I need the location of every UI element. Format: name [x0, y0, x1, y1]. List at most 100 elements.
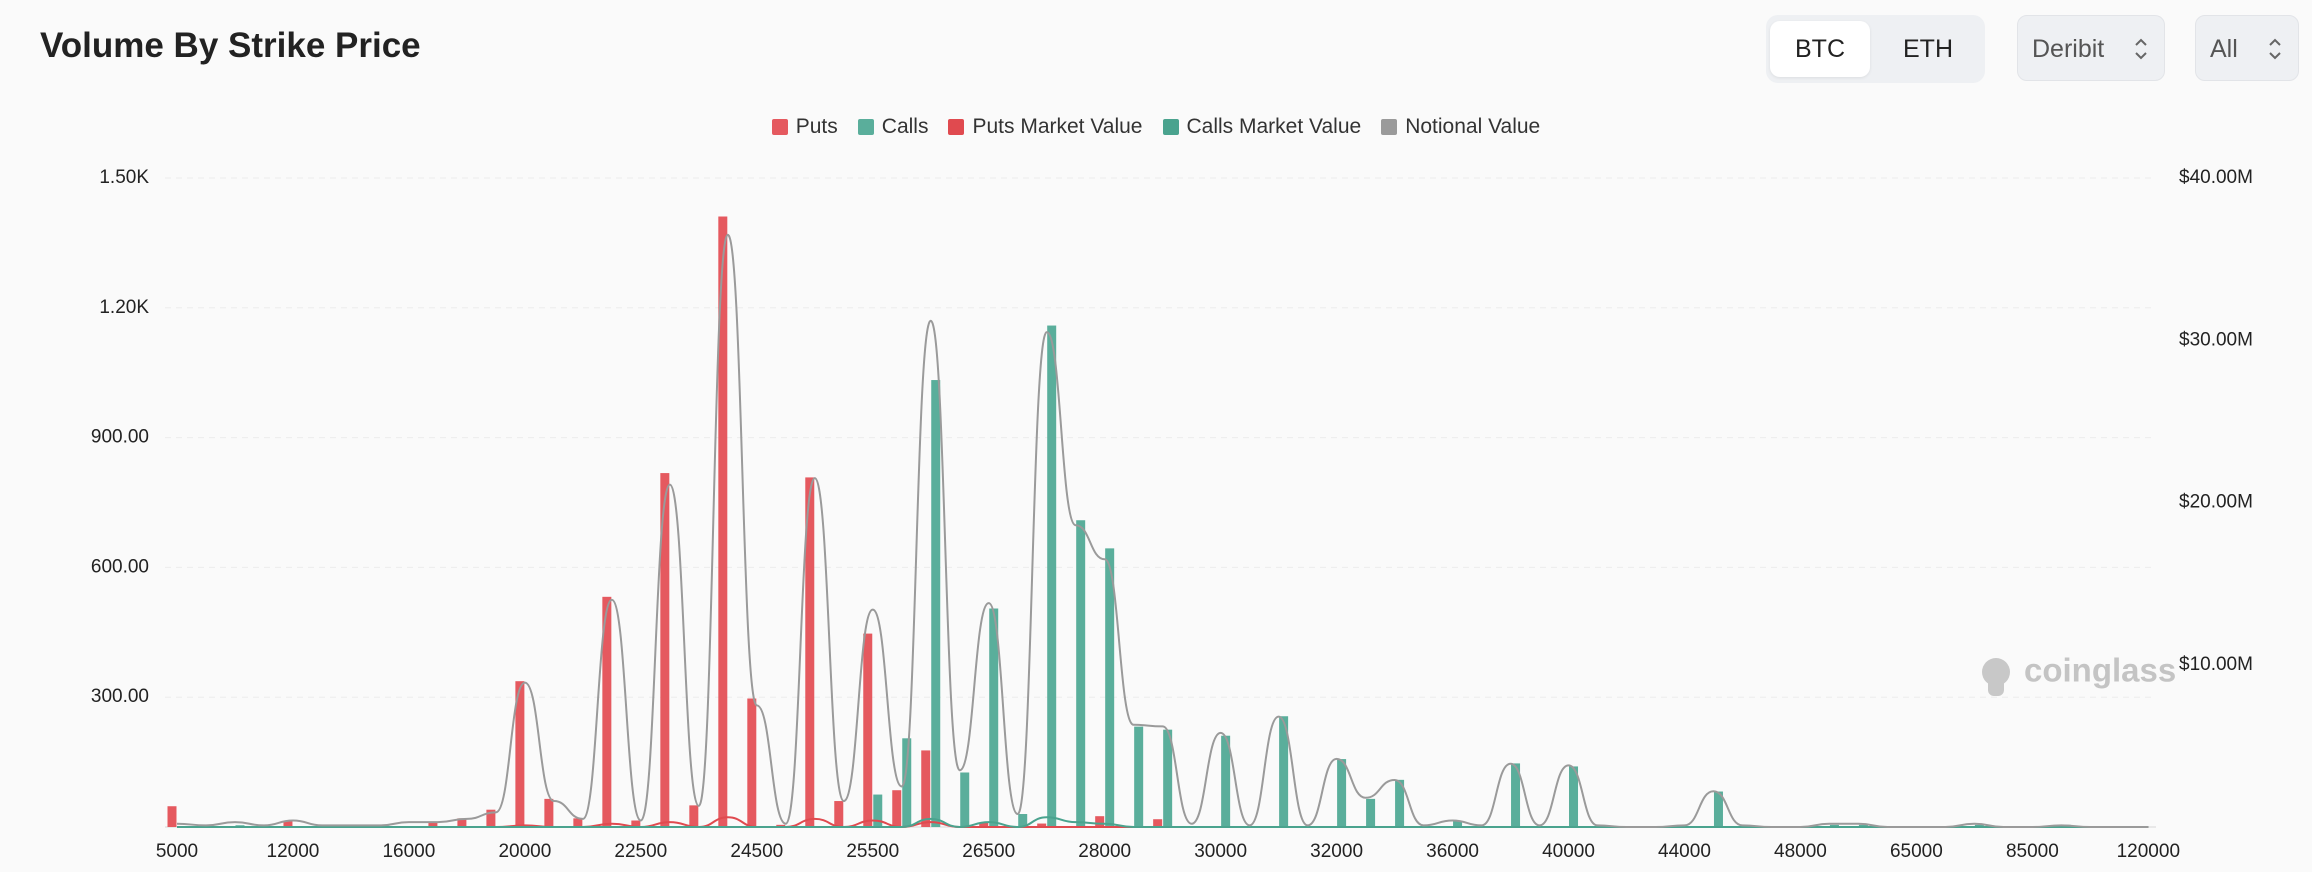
legend-swatch	[1381, 119, 1398, 135]
bar	[544, 798, 554, 827]
bar	[1095, 816, 1105, 827]
period-select[interactable]: All	[2195, 15, 2299, 81]
bar	[834, 801, 844, 827]
y2-tick-label: $40.00M	[2179, 167, 2253, 188]
legend-label: Calls Market Value	[1186, 115, 1362, 138]
bar	[486, 809, 496, 827]
x-tick-label: 26500	[962, 841, 1015, 862]
btc-button[interactable]: BTC	[1770, 21, 1870, 77]
x-tick-label: 85000	[2006, 841, 2059, 862]
period-label: All	[2210, 35, 2238, 63]
legend-swatch	[1162, 119, 1179, 135]
x-tick-label: 32000	[1310, 841, 1363, 862]
bar	[1153, 819, 1163, 827]
y2-tick-label: $30.00M	[2179, 329, 2253, 350]
x-tick-label: 36000	[1426, 841, 1479, 862]
legend-swatch	[771, 119, 788, 135]
chart-title: Volume By Strike Price	[40, 26, 421, 65]
x-tick-label: 40000	[1542, 841, 1595, 862]
x-tick-label: 120000	[2117, 841, 2180, 862]
bar	[747, 698, 757, 827]
y-tick-label: 1.20K	[99, 297, 149, 318]
exchange-select[interactable]: Deribit	[2017, 15, 2165, 81]
bar	[873, 794, 883, 827]
legend-swatch	[857, 119, 874, 135]
bar	[921, 750, 931, 827]
x-tick-label: 24500	[730, 841, 783, 862]
coin-toggle: BTC ETH	[1766, 15, 1985, 83]
legend-label: Puts	[795, 115, 838, 138]
bar	[1569, 766, 1579, 827]
chevron-icon	[2135, 38, 2147, 60]
bar	[167, 806, 177, 827]
bar	[2061, 824, 2071, 827]
y2-tick-label: $10.00M	[2179, 654, 2253, 675]
bar	[1163, 729, 1173, 827]
bar	[1134, 726, 1144, 827]
bar	[235, 825, 245, 827]
x-tick-label: 16000	[382, 841, 435, 862]
bar	[863, 633, 873, 827]
y-tick-label: 1.50K	[99, 167, 149, 188]
line	[176, 233, 2149, 828]
legend-label: Calls	[881, 115, 929, 138]
chevron-icon	[2269, 38, 2281, 60]
bar	[689, 805, 699, 827]
bar	[1037, 823, 1047, 827]
bar	[380, 825, 390, 827]
bar	[931, 380, 941, 827]
x-tick-label: 48000	[1774, 841, 1827, 862]
exchange-label: Deribit	[2032, 35, 2105, 63]
bar	[1858, 824, 1868, 827]
bar	[283, 820, 293, 827]
y-tick-label: 300.00	[91, 686, 149, 707]
bar	[1974, 824, 1984, 827]
bar	[602, 596, 612, 827]
x-tick-label: 28000	[1078, 841, 1131, 862]
legend-label: Notional Value	[1405, 115, 1541, 138]
x-tick-label: 30000	[1194, 841, 1247, 862]
x-tick-label: 25500	[846, 841, 899, 862]
watermark-text: coinglass	[2024, 652, 2176, 689]
bar	[1279, 716, 1289, 827]
watermark: coinglass	[1982, 652, 2176, 696]
x-tick-label: 44000	[1658, 841, 1711, 862]
legend-item[interactable]: Calls	[857, 115, 929, 139]
bar	[1366, 798, 1376, 827]
bar	[1337, 759, 1347, 827]
legend-item[interactable]: Puts	[771, 115, 838, 139]
eth-button[interactable]: ETH	[1903, 35, 1953, 63]
bar	[718, 216, 728, 828]
bar	[805, 477, 815, 827]
x-tick-label: 65000	[1890, 841, 1943, 862]
bar	[989, 608, 999, 827]
x-tick-label: 20000	[498, 841, 551, 862]
legend-label: Puts Market Value	[972, 115, 1143, 138]
legend-swatch	[948, 119, 965, 135]
bar	[1221, 735, 1231, 827]
bar	[1511, 763, 1521, 827]
bar	[573, 818, 583, 827]
bar	[1453, 820, 1463, 827]
legend-item[interactable]: Calls Market Value	[1162, 115, 1362, 139]
bar	[979, 822, 989, 827]
x-tick-label: 12000	[267, 841, 320, 862]
bar	[1395, 779, 1405, 827]
y-tick-label: 900.00	[91, 427, 149, 448]
legend-item[interactable]: Puts Market Value	[948, 115, 1143, 139]
line	[177, 816, 2149, 829]
bar	[1713, 791, 1723, 827]
bar	[1829, 824, 1839, 827]
bar	[1047, 325, 1057, 827]
bar	[660, 473, 670, 827]
legend: Puts Calls Puts Market Value Calls Market V…	[0, 115, 2312, 139]
x-tick-label: 22500	[614, 841, 667, 862]
bar	[631, 820, 641, 827]
bar	[960, 772, 970, 827]
bar	[776, 824, 786, 827]
legend-item[interactable]: Notional Value	[1381, 115, 1540, 139]
bar	[457, 818, 467, 827]
bar	[1105, 548, 1115, 827]
bar	[892, 790, 902, 827]
